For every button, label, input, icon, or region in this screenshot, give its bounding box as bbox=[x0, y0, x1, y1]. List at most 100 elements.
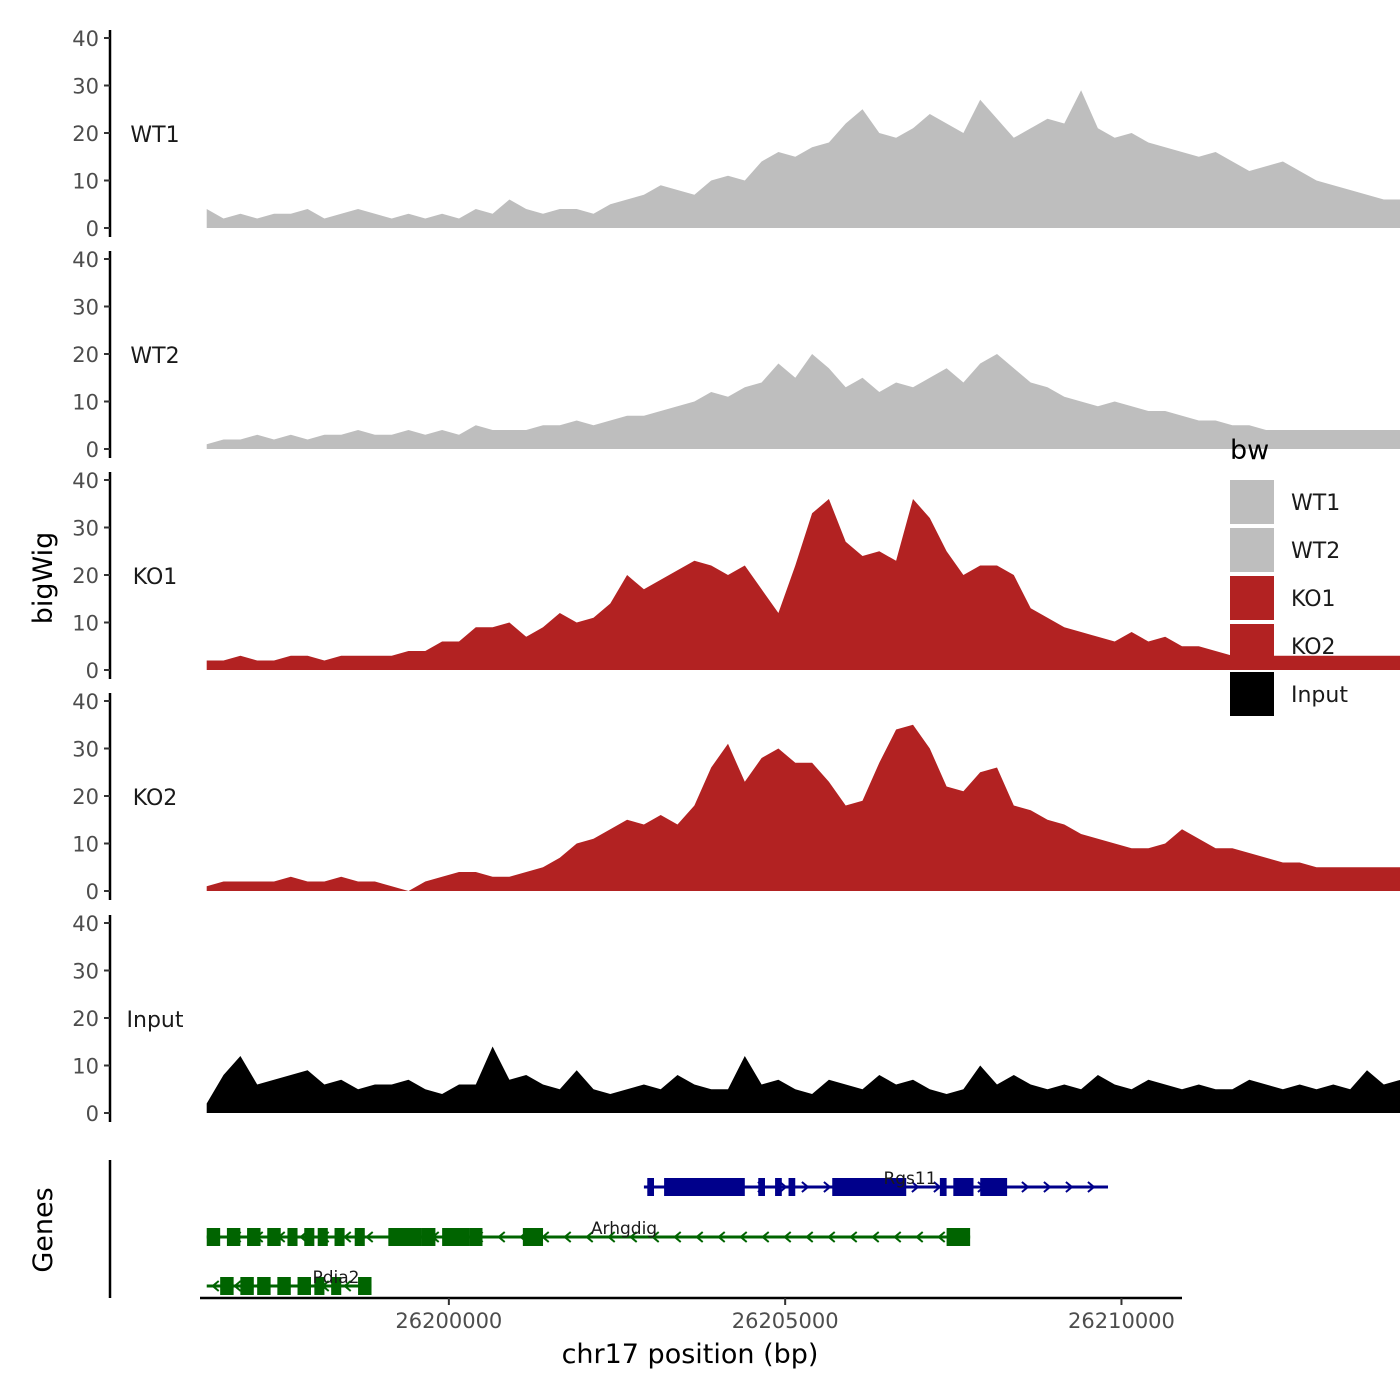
gene-pdia2: Pdia2 bbox=[206, 1268, 372, 1295]
y-tick-label: 20 bbox=[72, 564, 99, 588]
gene-exon bbox=[758, 1178, 765, 1196]
gene-exon bbox=[247, 1228, 261, 1246]
strand-arrow bbox=[805, 1231, 814, 1243]
x-tick-label: 26210000 bbox=[1068, 1309, 1175, 1333]
tracks-layer: 0 10 20 30 40 WT1 0 10 20 30 40 WT2 0 10 20 30 40 KO1 0 10 2… bbox=[72, 27, 1400, 1126]
x-tick-label: 26200000 bbox=[395, 1309, 502, 1333]
strand-arrow bbox=[717, 1231, 726, 1243]
gene-exon bbox=[788, 1178, 796, 1196]
gene-exon bbox=[953, 1178, 974, 1196]
strand-arrow bbox=[497, 1231, 506, 1243]
gene-label-rgs11: Rgs11 bbox=[883, 1169, 936, 1189]
y-tick-label: 0 bbox=[86, 1102, 99, 1126]
gene-exon bbox=[946, 1228, 971, 1246]
gene-exon bbox=[257, 1277, 271, 1295]
gene-exon bbox=[442, 1228, 470, 1246]
y-tick-label: 40 bbox=[72, 248, 99, 272]
gene-exon bbox=[240, 1277, 254, 1295]
gene-exon bbox=[206, 1228, 221, 1246]
strand-arrow bbox=[211, 1280, 220, 1292]
y-tick-label: 40 bbox=[72, 912, 99, 936]
track-label-ko1: KO1 bbox=[133, 565, 178, 590]
strand-arrow bbox=[849, 1231, 858, 1243]
y-tick-label: 20 bbox=[72, 343, 99, 367]
track-ko2: 0 10 20 30 40 KO2 bbox=[72, 690, 1400, 904]
strand-arrow bbox=[629, 1231, 638, 1243]
y-tick-label: 40 bbox=[72, 27, 99, 51]
signal-area-ko1 bbox=[206, 499, 1400, 670]
track-input: 0 10 20 30 40 Input bbox=[72, 912, 1400, 1126]
y-tick-label: 0 bbox=[86, 438, 99, 462]
strand-arrow bbox=[779, 1181, 788, 1193]
track-label-ko2: KO2 bbox=[133, 786, 178, 811]
strand-arrow bbox=[871, 1231, 880, 1243]
gene-exon bbox=[664, 1178, 745, 1196]
y-tick-label: 20 bbox=[72, 785, 99, 809]
track-label-wt1: WT1 bbox=[130, 123, 179, 148]
legend-label-input: Input bbox=[1291, 683, 1348, 708]
legend-title: bw bbox=[1230, 435, 1269, 466]
strand-arrow bbox=[911, 1181, 920, 1193]
gene-label-arhgdig: Arhgdig bbox=[591, 1219, 657, 1239]
x-tick-label: 26205000 bbox=[732, 1309, 839, 1333]
y-tick-label: 40 bbox=[72, 469, 99, 493]
y-tick-label: 40 bbox=[72, 690, 99, 714]
gene-exon bbox=[334, 1228, 345, 1246]
gene-exon bbox=[267, 1228, 281, 1246]
strand-arrow bbox=[343, 1280, 352, 1292]
y-tick-label: 20 bbox=[72, 1007, 99, 1031]
strand-arrow bbox=[893, 1231, 902, 1243]
gene-exon bbox=[980, 1178, 1008, 1196]
strand-arrow bbox=[651, 1231, 660, 1243]
x-axis-title: chr17 position (bp) bbox=[562, 1339, 819, 1370]
gene-exon bbox=[314, 1277, 325, 1295]
strand-arrow bbox=[673, 1231, 682, 1243]
y-tick-label: 10 bbox=[72, 833, 99, 857]
legend-key-ko2 bbox=[1230, 624, 1274, 668]
x-axis: 26200000 26205000 26210000 bbox=[200, 1296, 1182, 1333]
y-tick-label: 0 bbox=[86, 880, 99, 904]
strand-arrow bbox=[937, 1231, 946, 1243]
y-tick-label: 20 bbox=[72, 122, 99, 146]
gene-exon bbox=[317, 1228, 328, 1246]
gene-exon bbox=[421, 1228, 436, 1246]
legend-key-input bbox=[1230, 672, 1274, 716]
strand-arrow bbox=[801, 1181, 810, 1193]
gene-exon bbox=[832, 1178, 907, 1196]
y-tick-label: 0 bbox=[86, 659, 99, 683]
gene-exon bbox=[331, 1277, 342, 1295]
strand-arrow bbox=[585, 1231, 594, 1243]
legend-key-wt1 bbox=[1230, 480, 1274, 524]
gene-exon bbox=[522, 1228, 544, 1246]
track-wt1: 0 10 20 30 40 WT1 bbox=[72, 27, 1400, 241]
track-label-input: Input bbox=[127, 1008, 184, 1033]
track-label-wt2: WT2 bbox=[130, 344, 179, 369]
strand-arrow bbox=[1043, 1181, 1052, 1193]
gene-exon bbox=[220, 1277, 234, 1295]
track-wt2: 0 10 20 30 40 WT2 bbox=[72, 248, 1400, 462]
strand-arrow bbox=[1087, 1181, 1096, 1193]
y-tick-label: 10 bbox=[72, 170, 99, 194]
gene-exon bbox=[775, 1178, 782, 1196]
y-tick-label: 30 bbox=[72, 738, 99, 762]
strand-arrow bbox=[823, 1181, 832, 1193]
gene-exon bbox=[304, 1228, 315, 1246]
signal-area-wt2 bbox=[206, 354, 1400, 449]
genes-layer: Rgs11 Arhgdig Pdia2 bbox=[108, 1160, 1109, 1298]
gene-exon bbox=[358, 1277, 372, 1295]
y-tick-label: 10 bbox=[72, 1055, 99, 1079]
legend-key-ko1 bbox=[1230, 576, 1274, 620]
strand-arrow bbox=[563, 1231, 572, 1243]
gene-exon bbox=[287, 1228, 298, 1246]
strand-arrow bbox=[827, 1231, 836, 1243]
strand-arrow bbox=[233, 1280, 242, 1292]
legend-key-wt2 bbox=[1230, 528, 1274, 572]
track-ko1: 0 10 20 30 40 KO1 bbox=[72, 469, 1400, 683]
y-tick-label: 10 bbox=[72, 612, 99, 636]
gene-exon bbox=[647, 1178, 655, 1196]
gene-exon bbox=[388, 1228, 422, 1246]
signal-area-ko2 bbox=[206, 724, 1400, 891]
y-tick-label: 30 bbox=[72, 960, 99, 984]
gene-arhgdig: Arhgdig bbox=[206, 1219, 971, 1246]
